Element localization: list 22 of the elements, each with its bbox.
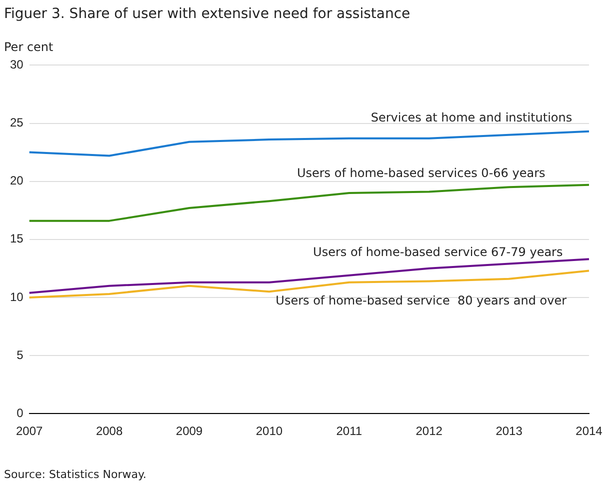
x-tick-label: 2008 bbox=[96, 424, 123, 438]
y-tick-label: 25 bbox=[10, 116, 24, 130]
chart-title: Figuer 3. Share of user with extensive need for assistance bbox=[4, 6, 410, 22]
series-label: Users of home-based service 80 years and over bbox=[276, 293, 567, 308]
x-tick-label: 2012 bbox=[416, 424, 443, 438]
series-label: Services at home and institutions bbox=[370, 110, 572, 125]
x-tick-label: 2010 bbox=[256, 424, 283, 438]
y-tick-label: 30 bbox=[10, 58, 24, 72]
series-label: Users of home-based service 67-79 years bbox=[313, 245, 563, 260]
source-note: Source: Statistics Norway. bbox=[4, 468, 146, 481]
x-tick-label: 2007 bbox=[16, 424, 44, 438]
y-tick-label: 15 bbox=[10, 232, 24, 246]
x-tick-label: 2014 bbox=[576, 424, 603, 438]
x-tick-label: 2011 bbox=[336, 424, 362, 438]
y-axis-title: Per cent bbox=[4, 40, 54, 54]
series-label: Users of home-based services 0-66 years bbox=[296, 166, 546, 180]
y-tick-label: 20 bbox=[10, 174, 24, 188]
y-tick-label: 0 bbox=[16, 406, 24, 420]
y-tick-label: 5 bbox=[16, 348, 24, 362]
y-tick-label: 10 bbox=[10, 290, 24, 304]
x-tick-label: 2009 bbox=[176, 424, 203, 438]
x-tick-label: 2013 bbox=[496, 424, 523, 438]
